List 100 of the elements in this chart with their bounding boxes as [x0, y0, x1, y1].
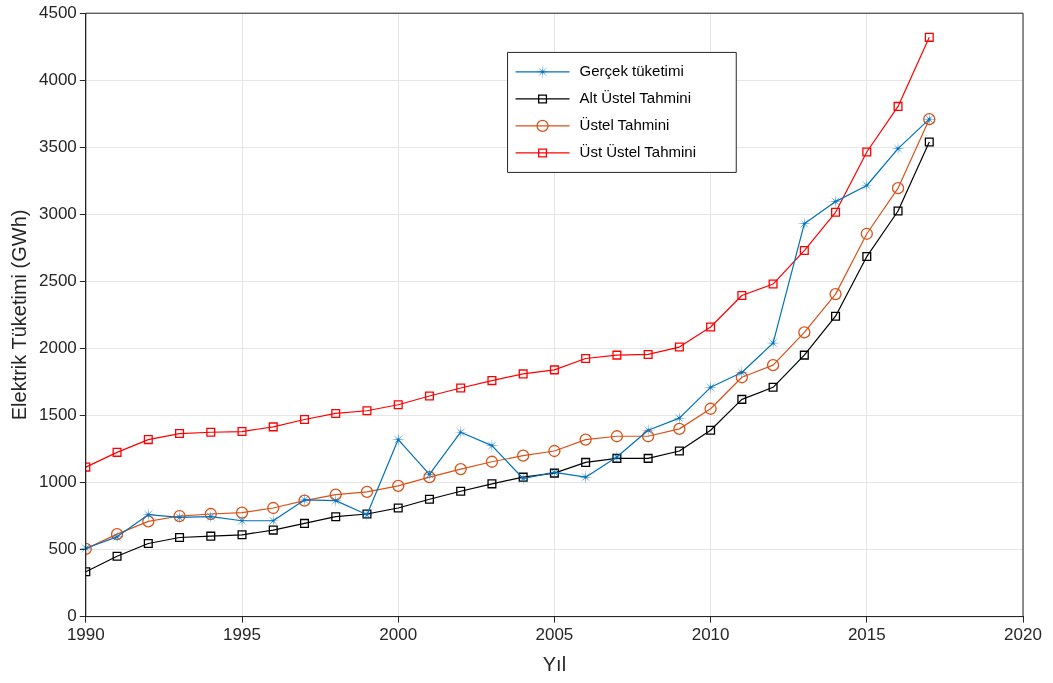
point [362, 406, 372, 416]
point [643, 453, 653, 463]
point [893, 206, 903, 216]
point [924, 137, 934, 147]
legend-label: Gerçek tüketimi [579, 62, 684, 80]
x-tick-label: 2020 [1004, 625, 1042, 645]
point [735, 371, 748, 384]
point [454, 462, 467, 476]
x-tick-label: 2015 [847, 625, 886, 645]
point [797, 216, 812, 231]
point [610, 430, 624, 443]
point [549, 365, 559, 375]
point [487, 479, 497, 489]
point [422, 467, 437, 482]
point [331, 512, 341, 522]
point [673, 422, 686, 436]
y-tick-label: 0 [67, 606, 77, 626]
point [831, 311, 841, 321]
point [860, 227, 873, 240]
point [862, 252, 872, 262]
point [737, 394, 747, 404]
point [237, 427, 247, 437]
point [706, 322, 716, 332]
y-tick-label: 3000 [38, 204, 77, 224]
point [268, 422, 278, 432]
point [424, 391, 434, 401]
x-tick-label: 1995 [223, 625, 261, 645]
point [799, 246, 809, 256]
point [143, 538, 153, 549]
point [891, 182, 905, 195]
point [518, 472, 528, 482]
point [485, 455, 499, 468]
point [456, 383, 466, 393]
point [206, 531, 216, 541]
point [641, 430, 655, 443]
y-tick-label: 4500 [38, 2, 77, 22]
point [112, 447, 122, 457]
point [360, 485, 374, 499]
point [424, 494, 434, 504]
point [517, 449, 530, 462]
point [828, 194, 843, 209]
point [924, 32, 934, 42]
y-tick-label: 1000 [38, 472, 77, 492]
point [579, 433, 592, 446]
legend-label: Üst Üstel Tahmini [579, 143, 696, 161]
point [268, 525, 278, 535]
x-tick-label: 2005 [535, 625, 574, 645]
y-tick-label: 2500 [38, 271, 77, 291]
point [768, 382, 778, 392]
point [142, 515, 155, 528]
point [768, 279, 778, 289]
point [393, 400, 403, 410]
point [643, 349, 653, 359]
point [706, 425, 716, 435]
point [392, 479, 405, 493]
point [235, 506, 249, 519]
point [456, 486, 466, 496]
point [141, 507, 156, 522]
point [674, 446, 684, 456]
point [612, 350, 622, 360]
point [175, 429, 185, 439]
x-tick-label: 2000 [379, 625, 418, 645]
point [831, 207, 841, 217]
point [737, 290, 747, 300]
point [766, 359, 780, 372]
point [299, 414, 310, 425]
y-tick-label: 1500 [38, 405, 77, 425]
point [329, 488, 342, 501]
y-tick-label: 3500 [38, 136, 77, 156]
point [766, 336, 781, 351]
point [175, 532, 185, 543]
point [674, 342, 684, 352]
y-tick-label: 2000 [38, 338, 77, 358]
point [266, 513, 281, 528]
point [862, 147, 872, 157]
point [704, 402, 717, 415]
point [423, 471, 436, 484]
y-axis-title: Elektrik Tüketimi (GWh) [7, 209, 30, 421]
legend-label: Alt Üstel Tahmini [579, 89, 691, 107]
x-axis-title: Yıl [542, 652, 567, 675]
point [548, 444, 561, 458]
point [112, 551, 122, 561]
point [143, 435, 153, 445]
point [799, 350, 809, 360]
x-tick-label: 2010 [691, 625, 730, 645]
point [331, 408, 341, 418]
point [267, 501, 280, 515]
point [581, 353, 591, 364]
x-tick-label: 1990 [66, 625, 105, 645]
point [237, 530, 247, 540]
point [487, 376, 497, 386]
point [798, 326, 811, 339]
point [393, 503, 403, 513]
point [206, 427, 216, 437]
legend-label: Üstel Tahmini [579, 116, 670, 134]
point [299, 518, 310, 528]
point [518, 369, 528, 379]
point [581, 457, 591, 467]
point [893, 101, 903, 111]
y-tick-label: 500 [48, 539, 77, 559]
